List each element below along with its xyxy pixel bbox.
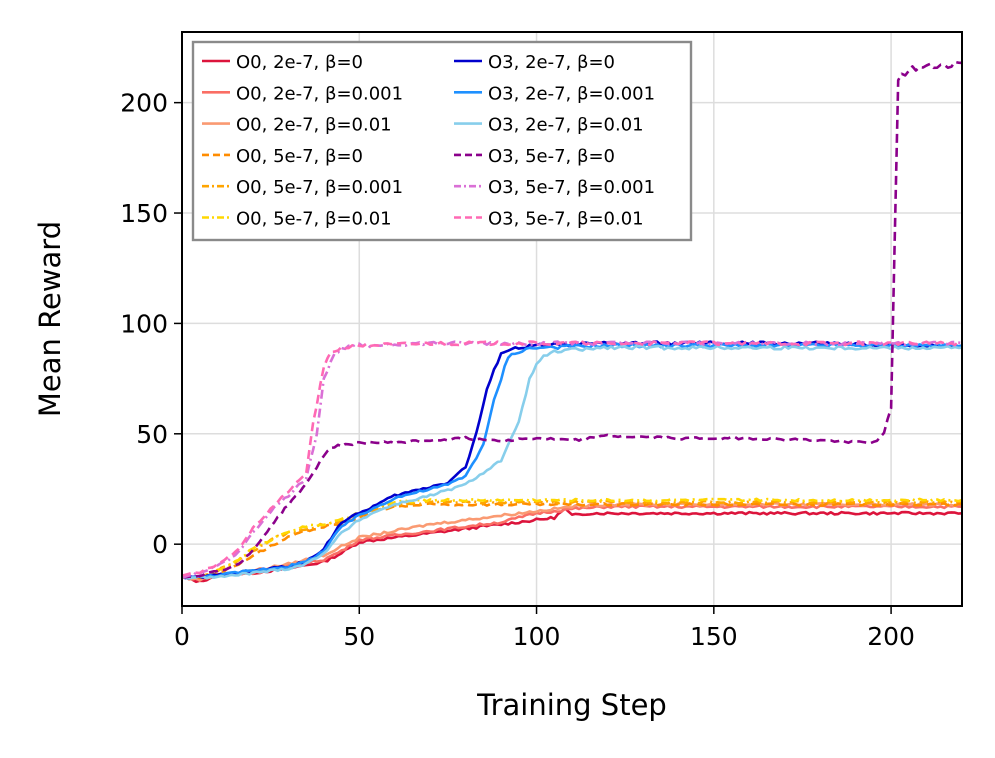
legend-label: O0, 5e-7, β=0.001	[236, 177, 403, 198]
series-line	[181, 497, 963, 580]
plot-frame	[181, 31, 963, 607]
y-tick-label: 100	[120, 309, 168, 338]
legend-box	[191, 40, 693, 242]
y-tick-label: 50	[136, 420, 168, 449]
y-tick-label: 200	[120, 89, 168, 118]
legend-label: O0, 2e-7, β=0	[236, 52, 363, 73]
series-line	[181, 344, 963, 580]
legend-label: O3, 2e-7, β=0	[488, 52, 615, 73]
legend: O0, 2e-7, β=0 O0, 2e-7, β=0.001 O0, 2e-7, …	[191, 40, 693, 242]
x-tick-label: 50	[343, 622, 375, 651]
series-layer	[181, 60, 963, 584]
x-tick-label: 0	[174, 622, 190, 651]
x-axis-label: Training Step	[476, 688, 667, 722]
legend-label: O3, 5e-7, β=0	[488, 146, 615, 167]
x-tick-label: 100	[513, 622, 561, 651]
legend-label: O3, 5e-7, β=0.01	[488, 209, 644, 230]
legend-label: O3, 5e-7, β=0.001	[488, 177, 655, 198]
legend-label: O0, 2e-7, β=0.001	[236, 83, 403, 104]
series-line	[181, 501, 963, 580]
legend-label: O0, 2e-7, β=0.01	[236, 115, 392, 136]
series-line	[181, 340, 963, 577]
series-line	[181, 60, 963, 579]
x-tick-label: 150	[690, 622, 738, 651]
legend-label: O0, 5e-7, β=0	[236, 146, 363, 167]
legend-label: O0, 5e-7, β=0.01	[236, 209, 392, 230]
axis-ticks: 0 50 100 150 200 0 50 100 150 200	[120, 89, 915, 651]
x-tick-label: 200	[867, 622, 915, 651]
series-line	[181, 507, 963, 584]
series-line	[181, 340, 963, 579]
legend-label: O3, 2e-7, β=0.01	[488, 115, 644, 136]
y-axis-label: Mean Reward	[33, 221, 67, 417]
y-tick-label: 150	[120, 199, 168, 228]
y-tick-label: 0	[152, 530, 168, 559]
legend-label: O3, 2e-7, β=0.001	[488, 83, 655, 104]
